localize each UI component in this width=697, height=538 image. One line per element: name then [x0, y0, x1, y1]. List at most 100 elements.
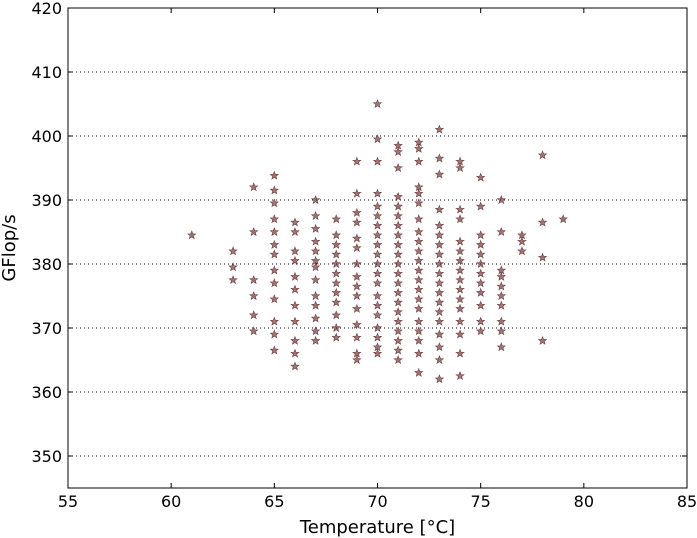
data-point [290, 348, 300, 358]
data-point [331, 297, 342, 307]
data-point [372, 268, 383, 278]
data-point [537, 252, 548, 262]
data-point [496, 226, 507, 237]
data-point [413, 316, 424, 326]
data-point [537, 217, 548, 227]
data-point [331, 332, 342, 342]
data-point [455, 294, 465, 304]
data-point [372, 134, 383, 144]
data-point [310, 194, 321, 205]
data-point [310, 236, 321, 246]
data-point [434, 374, 445, 384]
data-point [455, 348, 465, 358]
data-point [434, 329, 445, 339]
data-point [475, 287, 486, 297]
data-point [393, 268, 403, 278]
data-point [496, 326, 507, 336]
data-point [269, 329, 280, 339]
data-point [496, 281, 507, 291]
data-point [434, 169, 445, 179]
data-point [310, 274, 321, 285]
data-point [269, 214, 280, 224]
x-tick-label: 65 [264, 492, 284, 511]
data-point [310, 326, 321, 336]
data-point [475, 316, 486, 326]
data-point [393, 354, 403, 365]
data-point [434, 230, 445, 240]
data-point [455, 162, 465, 173]
data-point [372, 98, 383, 109]
data-point [413, 214, 424, 224]
data-point [310, 290, 321, 301]
data-point [290, 217, 300, 227]
data-point [310, 210, 321, 221]
data-point [455, 214, 465, 224]
data-point [372, 348, 383, 358]
data-point [413, 367, 424, 377]
data-point [372, 210, 383, 221]
data-point [393, 146, 403, 157]
data-point [372, 290, 383, 301]
data-point [537, 150, 548, 160]
data-point [413, 143, 424, 153]
data-point [413, 198, 424, 208]
data-point [290, 255, 300, 265]
data-point [413, 265, 424, 275]
data-point [248, 226, 259, 237]
scatter-points [187, 98, 568, 384]
data-point [434, 220, 445, 230]
data-point [372, 188, 383, 198]
data-point [475, 172, 486, 182]
data-point [393, 230, 403, 240]
data-point [290, 226, 300, 237]
data-point [455, 303, 465, 313]
data-point [352, 233, 362, 243]
data-point [331, 310, 342, 320]
data-point [434, 153, 445, 163]
data-point [393, 278, 403, 288]
data-point [434, 239, 445, 249]
data-point [331, 239, 342, 249]
data-point [475, 278, 486, 288]
data-point [413, 246, 424, 256]
data-point [269, 239, 280, 249]
data-point [310, 223, 321, 233]
data-point [248, 182, 259, 192]
data-point [434, 278, 445, 288]
data-point [434, 306, 445, 317]
data-point [269, 345, 280, 355]
data-point [475, 300, 486, 310]
x-tick-label: 60 [161, 492, 181, 511]
data-point [248, 326, 259, 336]
data-point [331, 249, 342, 259]
data-point [455, 329, 465, 339]
data-point [413, 156, 424, 166]
data-point [475, 230, 486, 240]
data-point [496, 300, 507, 310]
data-point [310, 335, 321, 345]
data-point [352, 354, 362, 365]
data-point [393, 258, 403, 269]
data-point [455, 255, 465, 265]
data-point [290, 284, 300, 294]
data-point [393, 239, 403, 249]
data-point [393, 306, 403, 317]
data-point [517, 246, 527, 256]
data-point [290, 300, 300, 310]
y-tick-label: 370 [31, 319, 62, 338]
y-tick-label: 390 [31, 191, 62, 210]
data-point [537, 335, 548, 345]
y-axis-tick-labels: 350 360 370 380 390 400 410 420 [31, 0, 62, 466]
data-point [352, 271, 362, 281]
data-point [290, 246, 300, 256]
data-point [475, 326, 486, 336]
data-point [393, 220, 403, 230]
data-point [496, 316, 507, 326]
data-point [331, 230, 342, 240]
y-tick-label: 410 [31, 63, 62, 82]
data-point [372, 322, 383, 333]
data-point [352, 242, 362, 253]
data-point [393, 287, 403, 297]
x-tick-label: 55 [58, 492, 78, 511]
